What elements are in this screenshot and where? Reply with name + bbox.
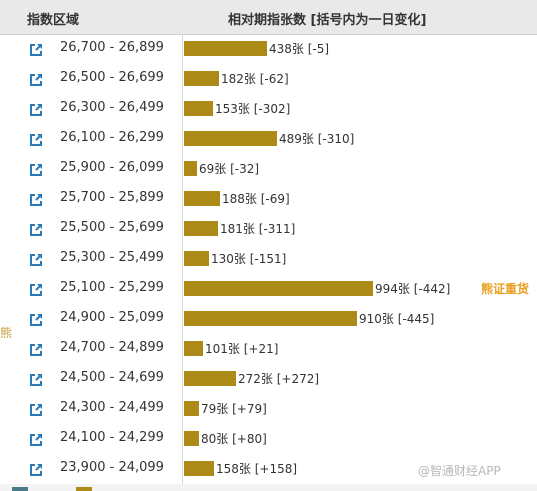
index-range: 23,900 - 24,099 <box>60 460 164 475</box>
watermark: @智通财经APP <box>418 464 501 478</box>
table-row: 26,100 - 26,299 489张 [-310] <box>0 124 537 154</box>
contracts-label: 182张 [-62] <box>221 72 289 86</box>
external-link-icon[interactable] <box>29 162 43 176</box>
table-row: 23,900 - 24,099 158张 [+158] <box>0 454 537 484</box>
contracts-bar <box>184 101 213 116</box>
external-link-icon[interactable] <box>29 372 43 386</box>
index-range: 25,300 - 25,499 <box>60 250 164 265</box>
external-link-icon[interactable] <box>29 342 43 356</box>
external-link-icon[interactable] <box>29 72 43 86</box>
external-link-icon[interactable] <box>29 432 43 446</box>
contracts-bar <box>184 41 267 56</box>
contracts-header: 相对期指张数 [括号内为一日变化] <box>228 13 427 28</box>
table-row: 24,300 - 24,499 79张 [+79] <box>0 394 537 424</box>
table-row: 25,300 - 25,499 130张 [-151] <box>0 244 537 274</box>
contracts-label: 69张 [-32] <box>199 162 260 176</box>
contracts-label: 188张 [-69] <box>222 192 290 206</box>
contracts-label: 910张 [-445] <box>359 312 435 326</box>
contracts-label: 79张 [+79] <box>201 402 267 416</box>
contracts-label: 272张 [+272] <box>238 372 320 386</box>
contracts-label: 101张 [+21] <box>205 342 279 356</box>
index-range: 26,300 - 26,499 <box>60 100 164 115</box>
external-link-icon[interactable] <box>29 222 43 236</box>
contracts-label: 80张 [+80] <box>201 432 267 446</box>
index-range-header: 指数区域 <box>27 13 80 28</box>
external-link-icon[interactable] <box>29 252 43 266</box>
table-row: 25,900 - 26,099 69张 [-32] <box>0 154 537 184</box>
index-range: 25,700 - 25,899 <box>60 190 164 205</box>
external-link-icon[interactable] <box>29 402 43 416</box>
bear-label: 熊证重货 <box>481 282 530 296</box>
contracts-label: 153张 [-302] <box>215 102 291 116</box>
table-row: 24,900 - 25,099 910张 [-445] <box>0 304 537 334</box>
contracts-bar <box>184 281 373 296</box>
contracts-bar <box>184 371 236 386</box>
contracts-label: 130张 [-151] <box>211 252 287 266</box>
table-row: 26,700 - 26,899 438张 [-5] <box>0 34 537 64</box>
table-row: 25,700 - 25,899 188张 [-69] <box>0 184 537 214</box>
index-range: 26,500 - 26,699 <box>60 70 164 85</box>
index-range: 24,900 - 25,099 <box>60 310 164 325</box>
contracts-bar <box>184 161 197 176</box>
table-row: 26,300 - 26,499 153张 [-302] <box>0 94 537 124</box>
left-edge-label: 熊 <box>0 326 13 340</box>
table-header: 指数区域 相对期指张数 [括号内为一日变化] <box>0 0 537 35</box>
bottom-strip <box>0 484 537 491</box>
contracts-label: 438张 [-5] <box>269 42 330 56</box>
table-row: 25,100 - 25,299 994张 [-442] <box>0 274 537 304</box>
external-link-icon[interactable] <box>29 102 43 116</box>
table-row: 24,700 - 24,899 101张 [+21] <box>0 334 537 364</box>
contracts-bar <box>184 71 219 86</box>
index-range: 26,700 - 26,899 <box>60 40 164 55</box>
legend-swatch-teal <box>12 487 28 491</box>
contracts-bar <box>184 341 203 356</box>
contracts-bar <box>184 131 277 146</box>
contracts-bar <box>184 191 220 206</box>
table-row: 24,100 - 24,299 80张 [+80] <box>0 424 537 454</box>
index-range: 24,700 - 24,899 <box>60 340 164 355</box>
contracts-label: 994张 [-442] <box>375 282 451 296</box>
external-link-icon[interactable] <box>29 192 43 206</box>
legend-swatch-gold <box>76 487 92 491</box>
contracts-label: 158张 [+158] <box>216 462 298 476</box>
external-link-icon[interactable] <box>29 462 43 476</box>
index-range: 24,500 - 24,699 <box>60 370 164 385</box>
index-range: 25,500 - 25,699 <box>60 220 164 235</box>
contracts-bar <box>184 251 209 266</box>
index-range: 26,100 - 26,299 <box>60 130 164 145</box>
contracts-label: 181张 [-311] <box>220 222 296 236</box>
contracts-label: 489张 [-310] <box>279 132 355 146</box>
table-row: 24,500 - 24,699 272张 [+272] <box>0 364 537 394</box>
index-range: 24,100 - 24,299 <box>60 430 164 445</box>
external-link-icon[interactable] <box>29 42 43 56</box>
index-range: 25,900 - 26,099 <box>60 160 164 175</box>
contracts-bar <box>184 461 214 476</box>
contracts-bar <box>184 401 199 416</box>
contracts-bar <box>184 431 199 446</box>
external-link-icon[interactable] <box>29 282 43 296</box>
external-link-icon[interactable] <box>29 312 43 326</box>
table-row: 25,500 - 25,699 181张 [-311] <box>0 214 537 244</box>
index-range: 24,300 - 24,499 <box>60 400 164 415</box>
column-divider <box>182 34 183 484</box>
table-row: 26,500 - 26,699 182张 [-62] <box>0 64 537 94</box>
index-range: 25,100 - 25,299 <box>60 280 164 295</box>
contracts-bar <box>184 221 218 236</box>
contracts-bar <box>184 311 357 326</box>
external-link-icon[interactable] <box>29 132 43 146</box>
